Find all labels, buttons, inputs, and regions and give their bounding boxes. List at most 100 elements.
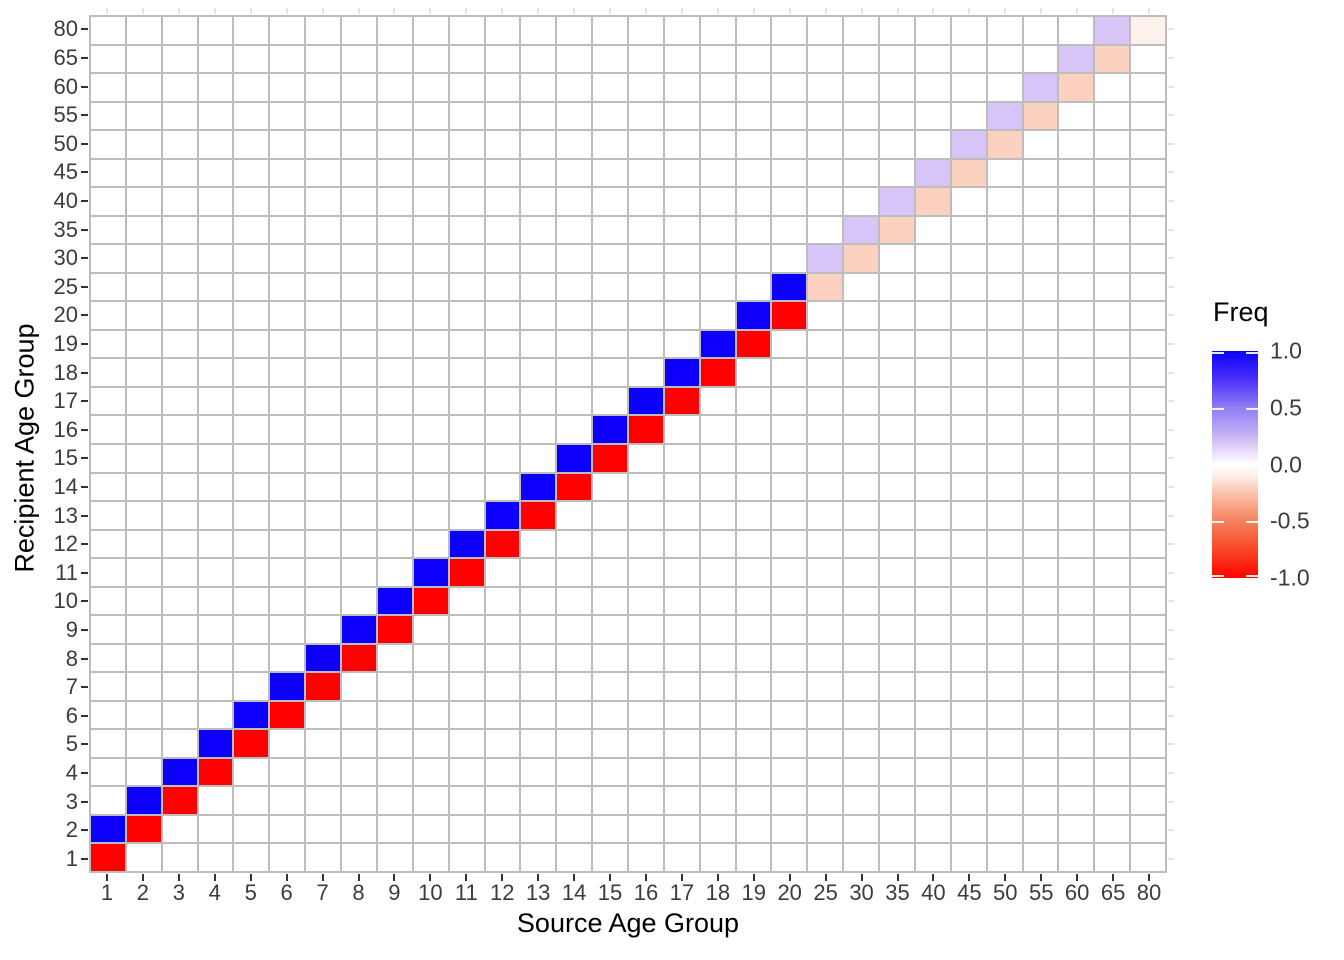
heatmap-cell [627,843,664,872]
x-tick-label: 18 [705,880,731,905]
heatmap-cell [914,101,951,131]
heatmap-cell [376,586,413,616]
heatmap-cell [1058,814,1095,844]
heatmap-cell [1022,272,1059,302]
y-tick-mark [81,771,88,774]
heatmap-cell [556,301,593,330]
heatmap-cell [771,73,808,102]
heatmap-cell [305,501,342,530]
y-tick-mark [81,714,88,717]
heatmap-cell [627,158,664,188]
heatmap-cell [1094,814,1131,844]
heatmap-cell [986,757,1023,787]
heatmap-cell [412,73,449,102]
heatmap-cell [341,215,377,245]
heatmap-cell [1058,158,1095,188]
heatmap-cell [341,529,377,559]
right-tick-mark [1168,142,1174,145]
heatmap-cell [807,814,844,844]
x-tick-label: 1 [100,880,114,905]
heatmap-cell [879,586,915,616]
heatmap-cell [843,16,880,45]
heatmap-cell [90,187,126,216]
heatmap-cell [1094,158,1131,188]
heatmap-cell [269,586,306,616]
heatmap-cell [735,843,772,872]
heatmap-cell [986,729,1023,758]
heatmap-cell [448,130,485,159]
heatmap-cell [197,101,234,131]
heatmap-cell [771,101,808,131]
heatmap-cell [843,329,880,359]
heatmap-cell [1130,244,1166,273]
heatmap-cell [627,386,664,416]
y-tick-label: 45 [53,159,78,185]
y-tick-mark [81,257,88,260]
heatmap-cell [1094,386,1131,416]
heatmap-cell [520,700,557,730]
x-tick-mark [357,874,360,881]
heatmap-cell [627,301,664,330]
heatmap-cell [592,301,628,330]
x-tick-mark [609,874,612,881]
heatmap-cell [1058,16,1095,45]
heatmap-cell [448,501,485,530]
heatmap-cell [412,700,449,730]
heatmap-cell [843,301,880,330]
heatmap-cell [305,73,342,102]
heatmap-cell [735,158,772,188]
right-tick-mark [1168,85,1174,88]
heatmap-cell [1058,643,1095,673]
top-tick-mark [285,8,288,14]
heatmap-cell [1130,643,1166,673]
heatmap-cell [341,386,377,416]
heatmap-cell [1094,672,1131,701]
heatmap-cell [879,16,915,45]
top-tick-mark [932,8,935,14]
heatmap-cell [986,158,1023,188]
heatmap-cell [197,358,234,387]
heatmap-cell [412,301,449,330]
heatmap-cell [1130,187,1166,216]
heatmap-cell [1022,443,1059,473]
heatmap-cell [807,187,844,216]
heatmap-cell [520,358,557,387]
heatmap-cell [879,158,915,188]
legend-tick-mark [1246,408,1258,410]
x-tick-label: 9 [388,880,401,905]
heatmap-cell [484,44,521,74]
heatmap-cell [197,386,234,416]
heatmap-cell [197,558,234,587]
heatmap-cell [986,843,1023,872]
top-tick-mark [141,8,144,14]
heatmap-cell [735,44,772,74]
heatmap-cell [161,386,198,416]
heatmap-cell [771,215,808,245]
heatmap-cell [1058,358,1095,387]
heatmap-cell [90,301,126,330]
heatmap-cell [90,558,126,587]
heatmap-cell [592,16,628,45]
heatmap-cell [1022,73,1059,102]
heatmap-cell [879,101,915,131]
heatmap-cell [520,101,557,131]
heatmap-cell [484,415,521,444]
heatmap-cell [735,700,772,730]
heatmap-cell [90,757,126,787]
heatmap-cell [520,729,557,758]
legend-tick-mark [1246,352,1258,354]
heatmap-cell [269,672,306,701]
top-tick-mark [788,8,791,14]
heatmap-cell [197,272,234,302]
x-tick-mark [465,874,468,881]
heatmap-cell [986,16,1023,45]
heatmap-cell [627,586,664,616]
heatmap-cell [125,158,162,188]
legend-tick-label: -1.0 [1270,564,1310,591]
heatmap-cell [412,586,449,616]
heatmap-cell [412,529,449,559]
heatmap-cell [879,529,915,559]
x-tick-mark [644,874,647,881]
heatmap-cell [233,615,270,644]
heatmap-cell [125,44,162,74]
